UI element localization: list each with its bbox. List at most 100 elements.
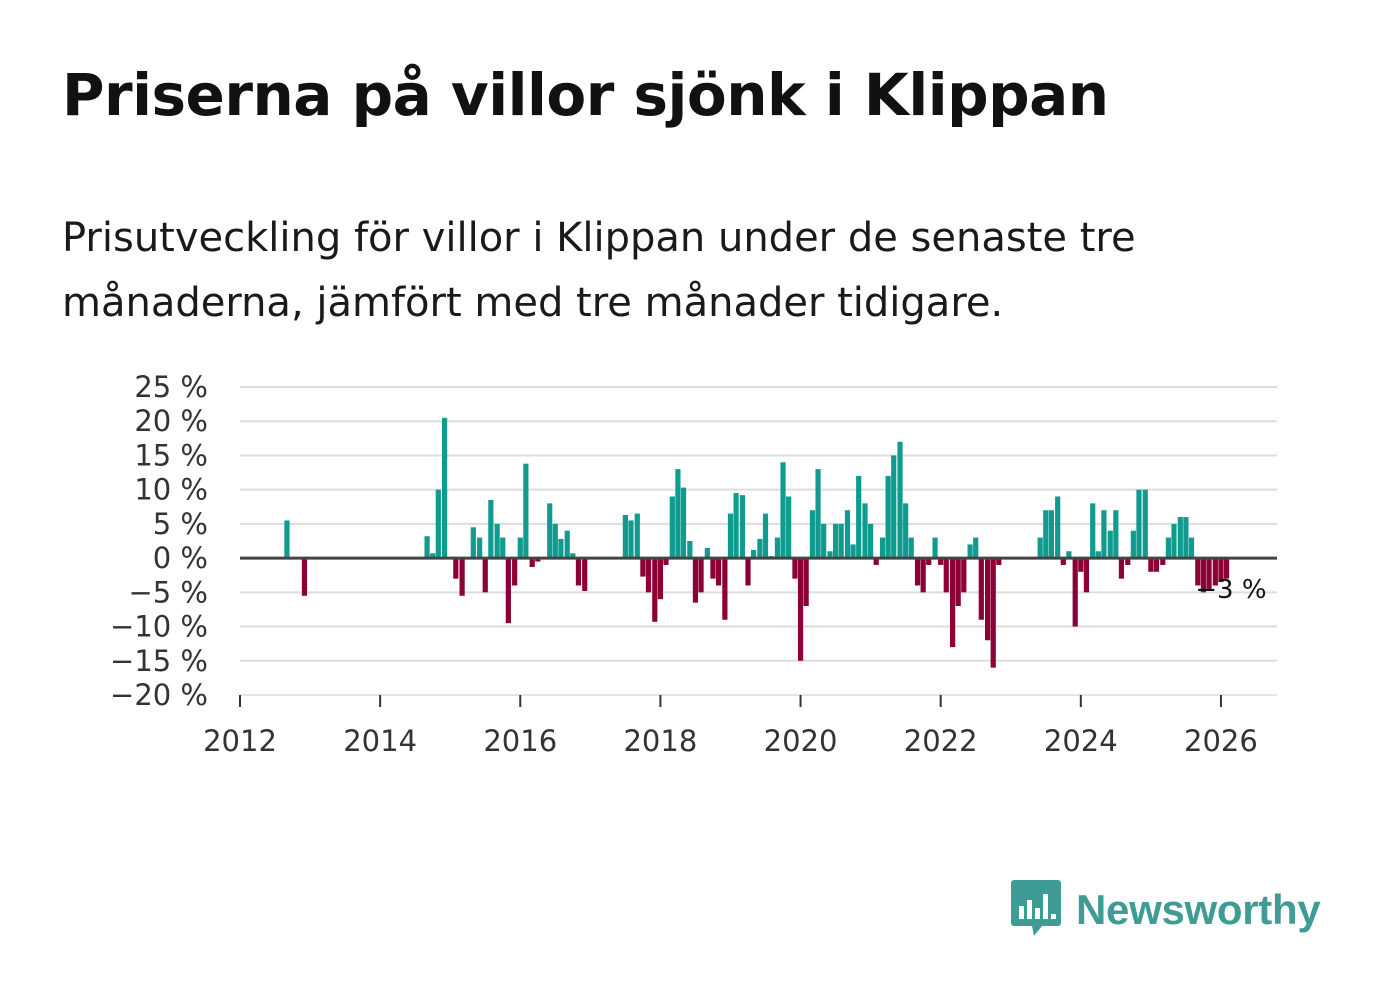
bar [657, 558, 664, 600]
bar [715, 558, 722, 586]
bar [908, 537, 914, 559]
bar [821, 523, 827, 559]
y-tick-label: 0 % [153, 541, 208, 575]
bar [663, 558, 669, 565]
bar [1177, 517, 1183, 559]
bar [1183, 517, 1189, 559]
bar [961, 558, 967, 593]
bar [634, 513, 640, 559]
bar [949, 558, 956, 648]
y-axis-tick-labels: −20 %−15 %−10 %−5 %0 %5 %10 %15 %20 %25 … [110, 370, 208, 712]
brand-logo: Newsworthy [1010, 878, 1321, 942]
bar [687, 541, 693, 559]
bar [932, 537, 938, 559]
bar [564, 530, 570, 559]
bar [967, 544, 973, 559]
bar [1136, 489, 1142, 559]
bar [692, 558, 699, 603]
bar [1066, 551, 1072, 559]
bar [1130, 530, 1136, 559]
bar [862, 503, 868, 559]
x-tick-label: 2018 [623, 724, 697, 758]
bar [500, 537, 506, 559]
bar [698, 558, 704, 593]
y-tick-label: 10 % [134, 473, 208, 507]
x-tick-label: 2016 [483, 724, 557, 758]
bar [1148, 558, 1154, 572]
bar [1118, 558, 1125, 579]
bar [470, 527, 476, 559]
bar [622, 514, 628, 559]
bar [920, 558, 926, 593]
bar [1200, 558, 1207, 593]
bar [745, 558, 751, 586]
bar [547, 503, 553, 559]
bar [774, 537, 781, 559]
bar [652, 558, 658, 622]
annotations: −3 % [1195, 575, 1266, 605]
bar [722, 558, 728, 620]
bar [575, 558, 582, 586]
bar [710, 558, 716, 579]
bar [675, 469, 681, 559]
bar [1212, 558, 1218, 586]
bar [891, 455, 897, 559]
y-tick-label: 15 % [134, 438, 208, 472]
bar [1142, 489, 1148, 559]
bar [1055, 496, 1061, 559]
bar [301, 558, 308, 596]
bar [628, 520, 634, 559]
bar [832, 523, 839, 559]
bar [727, 513, 734, 559]
bar [459, 558, 465, 596]
bar [552, 523, 558, 559]
bar [453, 558, 459, 579]
bar [879, 537, 886, 559]
x-tick-label: 2012 [203, 724, 277, 758]
bar [523, 463, 529, 559]
bar [926, 558, 932, 565]
bar [640, 558, 646, 577]
bar [786, 496, 792, 559]
x-tick-label: 2024 [1044, 724, 1118, 758]
bar [1078, 558, 1084, 572]
bar [1060, 558, 1066, 565]
bar [1048, 510, 1054, 559]
y-tick-label: −20 % [110, 678, 208, 712]
price-change-bar-chart: −20 %−15 %−10 %−5 %0 %5 %10 %15 %20 %25 … [110, 370, 1277, 758]
bar [1107, 530, 1113, 559]
bar [809, 510, 816, 559]
bar [1218, 558, 1224, 583]
bar [582, 558, 588, 591]
bar [680, 487, 687, 559]
y-tick-label: 5 % [153, 507, 208, 541]
bar [955, 558, 961, 607]
bar [873, 558, 879, 565]
x-axis-tick-labels: 2012 2014 2016 2018 2020 2022 2024 2026 [203, 695, 1258, 758]
bar [1125, 558, 1131, 565]
chart-subtitle: Prisutveckling för villor i Klippan unde… [62, 215, 1136, 326]
y-tick-label: 20 % [134, 404, 208, 438]
bar [938, 558, 944, 565]
bar [1165, 537, 1171, 559]
bar [757, 538, 763, 559]
bar [897, 441, 903, 559]
bar [827, 551, 833, 559]
grid-lines [240, 386, 1277, 696]
bar [985, 558, 991, 641]
bar [792, 558, 798, 579]
bar [1101, 510, 1107, 559]
bar [494, 523, 500, 559]
bar [284, 520, 290, 559]
x-tick-label: 2022 [904, 724, 978, 758]
bar [885, 475, 891, 559]
bar [1171, 523, 1177, 559]
bar [1072, 558, 1078, 627]
bar [517, 537, 523, 559]
bar [482, 558, 488, 593]
bar [1223, 558, 1230, 579]
bar [733, 493, 739, 559]
bar [1095, 551, 1101, 559]
bar [751, 549, 757, 559]
bar [868, 523, 874, 559]
